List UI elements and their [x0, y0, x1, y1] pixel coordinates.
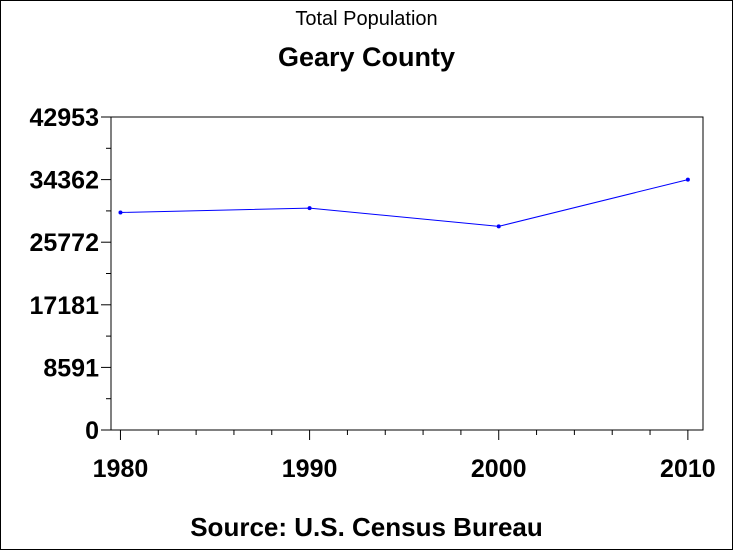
y-tick-label: 17181 [29, 292, 99, 320]
x-tick-label: 2010 [660, 455, 716, 483]
data-point [685, 177, 690, 182]
y-tick-label: 34362 [29, 167, 99, 195]
x-tick-label: 1980 [93, 455, 149, 483]
data-point [307, 206, 312, 211]
x-tick-label: 1990 [282, 455, 338, 483]
plot-area-border [110, 116, 704, 431]
y-tick-label: 8591 [43, 354, 99, 382]
series-line [120, 179, 688, 227]
chart-title: Total Population [295, 8, 438, 30]
chart-subtitle: Geary County [277, 42, 456, 72]
y-tick-label: 25772 [29, 229, 99, 257]
data-point [496, 224, 501, 229]
chart-source-note: Source: U.S. Census Bureau [190, 512, 543, 542]
x-tick-label: 2000 [471, 455, 527, 483]
y-tick-label: 0 [85, 417, 99, 445]
y-tick-label: 42953 [29, 104, 99, 132]
data-point [118, 210, 123, 215]
